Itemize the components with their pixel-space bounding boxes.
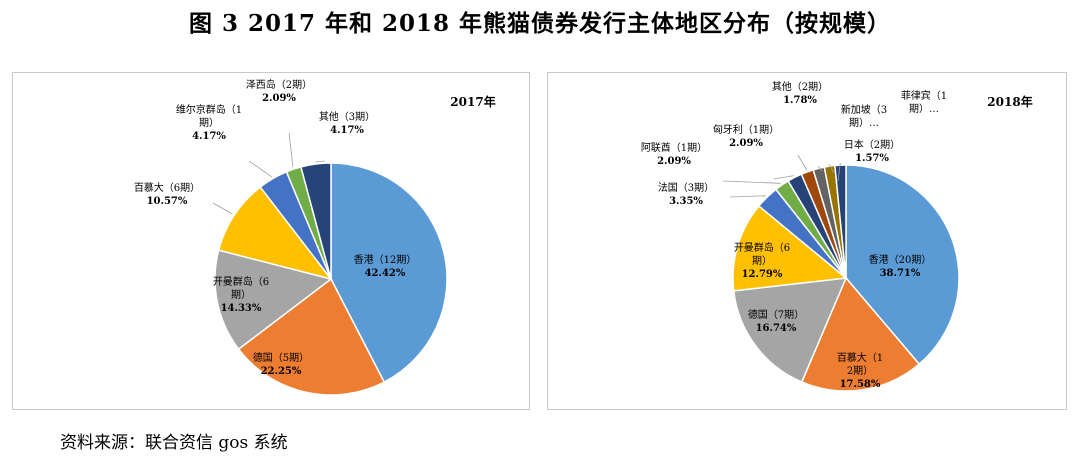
pie-slice (217, 185, 333, 281)
slice-name: 百慕大（1 (837, 351, 883, 364)
slice-name: 香港（20期） (869, 254, 932, 266)
slice-label: 维尔京群岛（1期） 4.17% (176, 103, 242, 142)
pie-slice (732, 204, 848, 292)
slice-label: 泽西岛（2期） 2.09% (246, 78, 312, 104)
slice-name: 开曼群岛（6 (734, 241, 790, 254)
slice-label: 匈牙利（1期） 2.09% (713, 123, 779, 149)
slice-label: 百慕大（6期） 10.57% (134, 181, 200, 207)
slice-name: 期）… (849, 117, 879, 129)
slice-name: 阿联酋（1期） (641, 141, 707, 154)
pie-slice (214, 249, 333, 351)
pie-slice (237, 277, 386, 396)
slice-percent: 12.79% (742, 269, 783, 280)
leader-line (212, 202, 233, 215)
slice-label: 香港（20期） 38.71% (869, 254, 932, 279)
slice-label: 阿联酋（1期） 2.09% (641, 141, 707, 167)
source-note: 资料来源：联合资信 gos 系统 (60, 433, 288, 453)
slice-name: 2期） (847, 365, 873, 377)
pie-slice (300, 162, 332, 280)
slice-label: 开曼群岛（6期） 12.79% (734, 241, 790, 280)
leader-line (248, 160, 273, 178)
slice-label: 德国（5期） 22.25% (253, 351, 309, 377)
chart-panel-2017: 香港（12期） 42.42% 德国（5期） 22.25% 开曼群岛（6 期） 14.33% 百… (12, 72, 530, 410)
slice-name: 其他（3期） (319, 110, 375, 123)
slice-name: 新加坡（3 (841, 103, 887, 116)
slice-percent: 42.42% (365, 268, 406, 279)
slice-percent: 10.57% (147, 196, 188, 207)
leader-line (828, 164, 835, 174)
slice-label: 新加坡（3期）… (841, 103, 887, 129)
slice-label: 其他（3期） 4.17% (319, 110, 375, 136)
slice-label: 菲律宾（1期）… (901, 89, 947, 115)
slice-label: 香港（12期） 42.42% (354, 254, 417, 279)
slice-percent: 22.25% (261, 366, 302, 377)
leader-line (817, 166, 823, 172)
leader-line (773, 175, 794, 180)
pie-chart-2018: 香港（20期） 38.71% 百慕大（12期） 17.58% 德国（7期） 16.74% 开… (641, 80, 1033, 392)
slice-name: 香港（12期） (354, 254, 417, 266)
slice-percent: 17.58% (840, 379, 881, 390)
pie-slice (845, 164, 960, 366)
slice-name: 其他（2期） (772, 80, 828, 93)
leader-line (288, 132, 294, 168)
chart-year-title: 2018年 (987, 94, 1032, 109)
slice-percent: 4.17% (330, 125, 364, 136)
slice-percent: 2.09% (729, 138, 763, 149)
slice-percent: 38.71% (880, 268, 921, 279)
slice-label: 日本（2期） 1.57% (844, 138, 900, 164)
chart-panel-2018: 香港（20期） 38.71% 百慕大（1 2期） 17.58% 德国（7期） 16.74% 开… (547, 72, 1067, 410)
slice-name: 维尔京群岛（1 (176, 103, 242, 116)
slice-label: 百慕大（12期） 17.58% (837, 351, 883, 390)
slice-name: 日本（2期） (844, 138, 900, 151)
leader-line (837, 163, 841, 182)
slice-label: 开曼群岛（6期） 14.33% (213, 275, 269, 314)
slice-label: 其他（2期） 1.78% (772, 80, 828, 106)
leader-line (722, 180, 781, 184)
slice-percent: 14.33% (221, 303, 262, 314)
figure-title: 图 3 2017 年和 2018 年熊猫债券发行主体地区分布（按规模） (188, 10, 892, 37)
slice-name: 泽西岛（2期） (246, 78, 312, 91)
pie-slice (800, 276, 921, 392)
slice-label: 德国（7期） 16.74% (748, 308, 804, 334)
slice-name: 德国（7期） (748, 308, 804, 321)
chart-year-title: 2017年 (450, 94, 495, 109)
slice-percent: 16.74% (756, 323, 797, 334)
pie-chart-2017: 香港（12期）42.42%德国（5期）22.25%开曼群岛（6期）14.33%百… (134, 78, 496, 396)
slice-name: 期）… (909, 103, 939, 115)
slice-name: 开曼群岛（6 (213, 275, 269, 288)
slice-name: 期） (231, 289, 251, 301)
slice-percent: 1.78% (783, 95, 817, 106)
slice-name: 百慕大（6期） (134, 181, 200, 194)
slice-label: 法国（3期） 3.35% (658, 181, 714, 207)
pie-slice (330, 162, 448, 384)
slice-name: 德国（5期） (253, 351, 309, 364)
slice-percent: 2.09% (657, 156, 691, 167)
slice-name: 期） (199, 117, 219, 129)
slice-name: 匈牙利（1期） (713, 123, 779, 136)
slice-name: 法国（3期） (658, 181, 714, 194)
pie-slice (732, 277, 848, 383)
slice-name: 菲律宾（1 (901, 89, 947, 102)
leader-line (315, 160, 326, 163)
slice-percent: 2.09% (262, 93, 296, 104)
leader-line (797, 154, 807, 171)
slice-percent: 1.57% (855, 153, 889, 164)
slice-name: 期） (752, 255, 772, 267)
slice-percent: 3.35% (669, 196, 703, 207)
leader-line (729, 195, 766, 198)
slice-percent: 4.17% (192, 131, 226, 142)
